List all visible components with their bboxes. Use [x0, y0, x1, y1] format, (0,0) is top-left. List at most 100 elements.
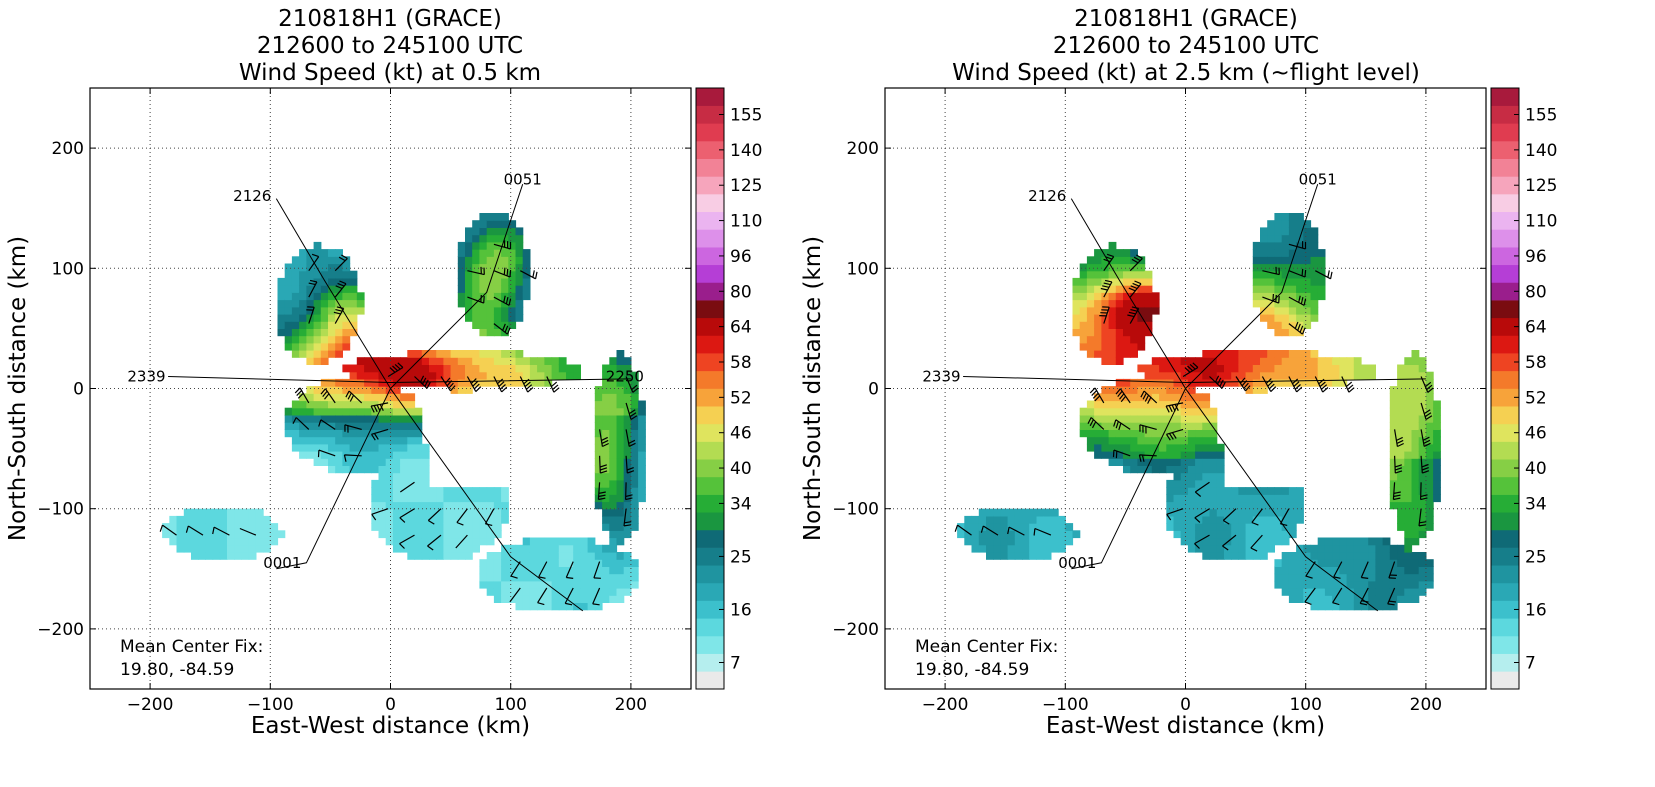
wind-cell [1108, 241, 1117, 250]
wind-cell [421, 537, 430, 546]
wind-cell [1296, 371, 1304, 380]
wind-cell [284, 263, 293, 272]
wind-cell [1108, 321, 1117, 329]
wind-cell [1130, 321, 1138, 329]
wind-barbs [954, 241, 1434, 606]
wind-cell [1231, 371, 1239, 380]
wind-cell [993, 544, 1001, 553]
wind-cell [335, 436, 343, 445]
wind-cell [472, 494, 480, 503]
wind-cell [1166, 414, 1175, 423]
wind-barb [1250, 534, 1263, 552]
wind-cell [1187, 494, 1196, 503]
wind-cell [623, 429, 632, 438]
wind-cell [1224, 494, 1232, 503]
wind-cell [1418, 530, 1427, 539]
wind-cell [522, 292, 531, 301]
wind-cell [205, 537, 214, 546]
wind-cell [1130, 277, 1138, 286]
wind-cell [1043, 523, 1052, 531]
wind-cell [515, 234, 524, 243]
wind-cell [1267, 321, 1275, 329]
wind-cell [465, 523, 473, 531]
wind-cell [1274, 314, 1283, 322]
wind-cell [993, 523, 1001, 531]
wind-cell [198, 523, 206, 531]
colorbar-swatch [696, 194, 724, 213]
wind-cell [400, 443, 408, 452]
wind-cell [328, 422, 336, 430]
wind-cell [328, 249, 336, 257]
wind-cell [1418, 429, 1427, 438]
wind-cell [1195, 501, 1203, 510]
wind-cell [457, 386, 466, 394]
wind-cell [291, 299, 300, 308]
wind-cell [198, 552, 206, 560]
wind-cell [1296, 227, 1304, 236]
wind-cell [457, 494, 466, 503]
wind-cell [508, 234, 517, 243]
wind-cell [479, 515, 488, 524]
wind-cell [378, 378, 387, 387]
wind-cell [1195, 530, 1203, 539]
wind-cell [328, 443, 336, 452]
wind-cell [1382, 552, 1391, 560]
wind-cell [1216, 537, 1225, 546]
wind-cell [1418, 451, 1427, 459]
wind-cell [1086, 407, 1095, 416]
wind-cell [580, 559, 589, 567]
wind-cell [342, 285, 351, 293]
wind-cell [1288, 559, 1297, 567]
wind-cell [335, 350, 343, 358]
wind-cell [392, 407, 401, 416]
wind-cell [313, 270, 322, 279]
wind-cell [501, 580, 509, 589]
wind-cell [1425, 458, 1434, 466]
wind-cell [508, 321, 517, 329]
wind-cell [587, 559, 596, 567]
wind-cell [1195, 407, 1203, 416]
wind-cell [1310, 256, 1319, 265]
wind-cell [609, 393, 618, 402]
wind-cell [594, 595, 603, 603]
wind-cell [1389, 400, 1398, 409]
wind-barb [294, 387, 310, 404]
wind-cell [1310, 595, 1319, 603]
wind-cell [501, 559, 509, 567]
wind-cell [371, 378, 380, 387]
wind-cell [493, 285, 502, 293]
wind-cell [1029, 523, 1037, 531]
colorbar-swatch [696, 459, 724, 478]
wind-cell [1274, 249, 1283, 257]
wind-cell [284, 277, 293, 286]
wind-cell [421, 530, 430, 539]
wind-cell [1202, 443, 1211, 452]
wind-cell [1101, 335, 1110, 344]
wind-cell [616, 407, 625, 416]
wind-cell [1043, 537, 1052, 546]
wind-cell [1216, 515, 1225, 524]
wind-cell [1123, 436, 1131, 445]
wind-cell [1202, 393, 1211, 402]
wind-cell [602, 487, 610, 495]
wind-cell [1252, 501, 1261, 510]
wind-barb [1127, 306, 1140, 324]
wind-cell [392, 414, 401, 423]
wind-cell [1389, 595, 1398, 603]
wind-cell [1339, 357, 1348, 365]
wind-cell [436, 552, 444, 560]
wind-cell [364, 443, 372, 452]
grid-lines [885, 88, 1486, 689]
wind-cell [414, 494, 423, 503]
wind-cell [1274, 573, 1283, 582]
wind-cell [1260, 371, 1268, 380]
wind-cell [313, 386, 322, 394]
x-tick-label: −200 [922, 695, 969, 715]
wind-cell [320, 249, 329, 257]
wind-cell [1086, 400, 1095, 409]
wind-cell [1043, 552, 1052, 560]
wind-cell [486, 241, 495, 250]
wind-cell [349, 393, 358, 402]
wind-cell [573, 595, 581, 603]
wind-cell [364, 400, 372, 409]
